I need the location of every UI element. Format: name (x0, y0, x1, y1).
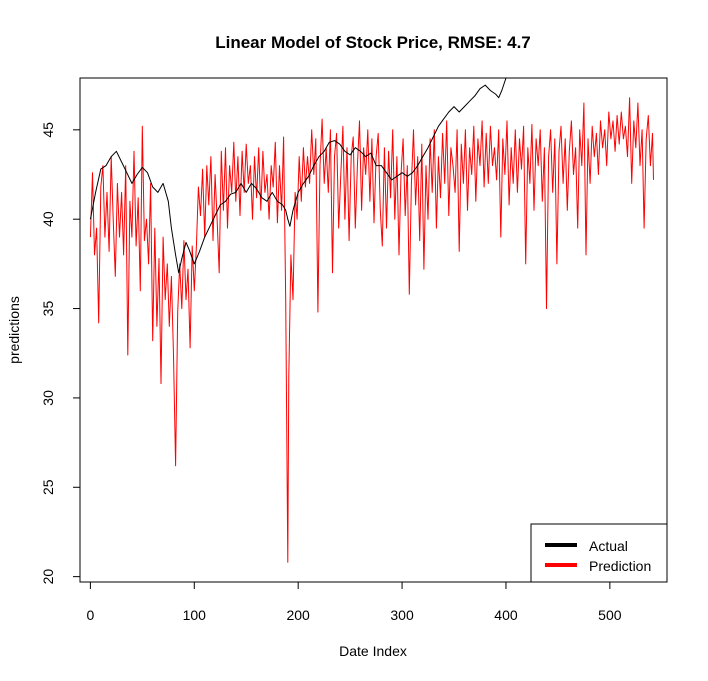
y-axis: 20 25 30 35 40 45 (40, 122, 81, 585)
legend-label-prediction: Prediction (589, 558, 651, 574)
y-tick-label: 40 (40, 211, 56, 227)
series-line-prediction (89, 97, 654, 563)
x-axis: 0 100 200 300 400 500 (86, 581, 622, 623)
y-tick-label: 25 (40, 479, 56, 495)
y-tick-label: 20 (40, 569, 56, 585)
x-tick-label: 100 (183, 607, 207, 623)
y-axis-label: predictions (6, 296, 22, 364)
legend-box (530, 523, 668, 583)
legend: Actual Prediction (530, 523, 668, 583)
y-tick-label: 45 (40, 122, 56, 138)
y-tick-label: 35 (40, 301, 56, 317)
x-axis-label: Date Index (339, 643, 407, 659)
x-tick-label: 0 (86, 607, 94, 623)
y-tick-label: 30 (40, 390, 56, 406)
x-tick-label: 300 (390, 607, 414, 623)
chart-title: Linear Model of Stock Price, RMSE: 4.7 (215, 33, 531, 52)
series-layer (89, 78, 654, 563)
legend-label-actual: Actual (589, 538, 628, 554)
series-line-actual (89, 78, 507, 274)
x-tick-label: 500 (598, 607, 622, 623)
x-tick-label: 400 (494, 607, 518, 623)
x-tick-label: 200 (286, 607, 310, 623)
